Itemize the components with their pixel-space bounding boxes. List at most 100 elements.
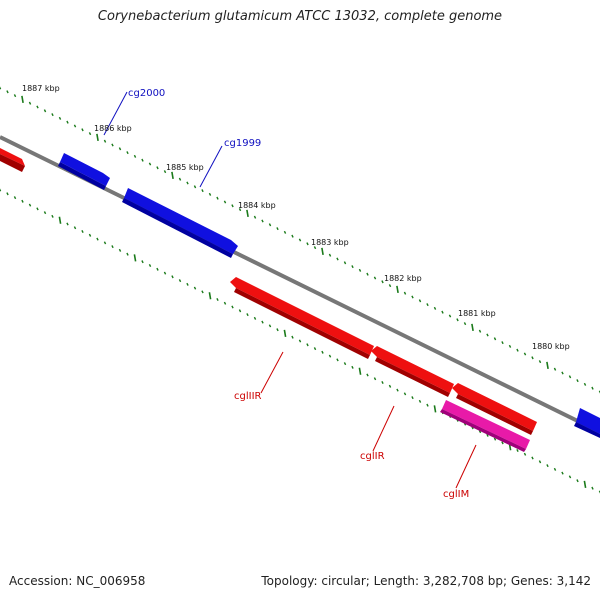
outer-minor-tick bbox=[388, 284, 392, 288]
outer-minor-tick bbox=[441, 310, 444, 314]
outer-minor-tick bbox=[576, 379, 579, 383]
outer-minor-tick bbox=[538, 360, 542, 364]
inner-minor-tick bbox=[366, 373, 369, 377]
outer-minor-tick bbox=[343, 261, 347, 265]
outer-minor-tick bbox=[531, 356, 534, 360]
inner-minor-tick bbox=[313, 347, 317, 351]
outer-major-tick bbox=[321, 247, 324, 256]
outer-minor-tick bbox=[148, 162, 152, 166]
leader-cglIIR bbox=[260, 351, 284, 394]
gene-feature-cglIR[interactable] bbox=[371, 346, 454, 397]
inner-minor-tick bbox=[411, 396, 414, 400]
outer-minor-tick bbox=[28, 101, 32, 105]
outer-minor-tick bbox=[141, 158, 144, 162]
outer-minor-tick bbox=[553, 367, 557, 371]
inner-minor-tick bbox=[561, 471, 564, 475]
gene-feature-forward-left[interactable] bbox=[0, 148, 25, 172]
leader-cglIR bbox=[372, 405, 395, 452]
inner-minor-tick bbox=[216, 297, 219, 302]
outer-minor-tick bbox=[51, 113, 54, 117]
inner-minor-tick bbox=[523, 452, 527, 456]
gene-label-cg2000: cg2000 bbox=[128, 88, 165, 99]
outer-minor-tick bbox=[508, 344, 512, 348]
inner-minor-tick bbox=[321, 350, 324, 354]
outer-minor-tick bbox=[13, 94, 17, 98]
inner-minor-tick bbox=[186, 282, 189, 286]
inner-major-tick bbox=[433, 405, 437, 413]
outer-minor-tick bbox=[111, 143, 114, 147]
inner-minor-tick bbox=[291, 335, 294, 339]
inner-minor-tick bbox=[193, 286, 197, 290]
inner-major-tick bbox=[358, 367, 362, 375]
gene-feature-cg2000[interactable] bbox=[58, 153, 110, 190]
outer-minor-tick bbox=[268, 223, 272, 227]
outer-minor-tick bbox=[73, 124, 77, 128]
gene-feature-cglIIR[interactable] bbox=[230, 277, 374, 359]
outer-minor-tick bbox=[231, 204, 234, 208]
outer-minor-tick bbox=[283, 230, 287, 234]
inner-minor-tick bbox=[126, 252, 129, 256]
inner-minor-tick bbox=[591, 486, 594, 490]
inner-major-tick bbox=[583, 480, 587, 489]
inner-minor-tick bbox=[261, 320, 264, 324]
inner-minor-tick bbox=[36, 207, 39, 211]
tick-label-1881: 1881 kbp bbox=[458, 309, 496, 318]
outer-minor-tick bbox=[193, 185, 197, 189]
outer-minor-tick bbox=[298, 238, 302, 242]
inner-minor-tick bbox=[298, 339, 302, 343]
outer-minor-tick bbox=[463, 322, 467, 326]
outer-minor-tick bbox=[516, 348, 519, 352]
outer-minor-tick bbox=[238, 208, 242, 212]
outer-minor-tick bbox=[276, 227, 279, 231]
outer-minor-tick bbox=[126, 151, 129, 155]
outer-minor-tick bbox=[66, 120, 69, 124]
gene-feature-cglIM[interactable] bbox=[440, 400, 530, 452]
inner-minor-tick bbox=[231, 305, 234, 309]
gene-feature-forward-right[interactable] bbox=[574, 408, 600, 438]
inner-minor-tick bbox=[336, 358, 339, 362]
outer-minor-tick bbox=[403, 291, 407, 295]
outer-minor-tick bbox=[0, 86, 2, 90]
gene-feature-reverse-right[interactable] bbox=[452, 383, 537, 435]
outer-minor-tick bbox=[433, 306, 437, 310]
inner-minor-tick bbox=[546, 464, 549, 468]
outer-minor-tick bbox=[178, 177, 182, 181]
leader-cg2000 bbox=[103, 91, 128, 136]
inner-major-tick bbox=[208, 292, 212, 300]
outer-minor-tick bbox=[186, 181, 189, 185]
inner-minor-tick bbox=[501, 441, 504, 445]
outer-minor-tick bbox=[306, 242, 309, 246]
outer-minor-tick bbox=[118, 147, 122, 151]
gene-label-cglIIR: cglIIR bbox=[234, 391, 262, 402]
tick-label-1883: 1883 kbp bbox=[311, 238, 349, 247]
outer-minor-tick bbox=[328, 253, 332, 257]
outer-minor-tick bbox=[88, 132, 92, 136]
outer-minor-tick bbox=[501, 341, 504, 345]
tick-label-1882: 1882 kbp bbox=[384, 274, 422, 283]
inner-minor-tick bbox=[343, 362, 347, 366]
inner-minor-tick bbox=[178, 279, 182, 283]
inner-minor-tick bbox=[493, 437, 497, 441]
outer-minor-tick bbox=[261, 219, 264, 223]
outer-minor-tick bbox=[163, 170, 167, 174]
outer-minor-tick bbox=[156, 166, 159, 170]
inner-minor-tick bbox=[156, 267, 159, 271]
outer-minor-tick bbox=[81, 128, 84, 132]
gene-feature-cg1999[interactable] bbox=[122, 188, 238, 258]
inner-minor-tick bbox=[328, 354, 332, 358]
gene-label-cglIM: cglIM bbox=[443, 489, 469, 500]
tick-label-1887: 1887 kbp bbox=[22, 84, 60, 93]
tick-label-1884: 1884 kbp bbox=[238, 201, 276, 210]
outer-major-tick bbox=[471, 323, 474, 332]
outer-minor-tick bbox=[208, 192, 212, 196]
accession-text: Accession: NC_006958 bbox=[9, 574, 146, 588]
inner-minor-tick bbox=[553, 467, 557, 471]
inner-tick-track bbox=[0, 188, 600, 494]
outer-minor-tick bbox=[583, 382, 587, 386]
gene-label-cglIR: cglIR bbox=[360, 451, 385, 462]
inner-minor-tick bbox=[103, 241, 107, 245]
inner-minor-tick bbox=[403, 392, 407, 396]
inner-minor-tick bbox=[81, 229, 84, 234]
inner-minor-tick bbox=[381, 380, 384, 385]
